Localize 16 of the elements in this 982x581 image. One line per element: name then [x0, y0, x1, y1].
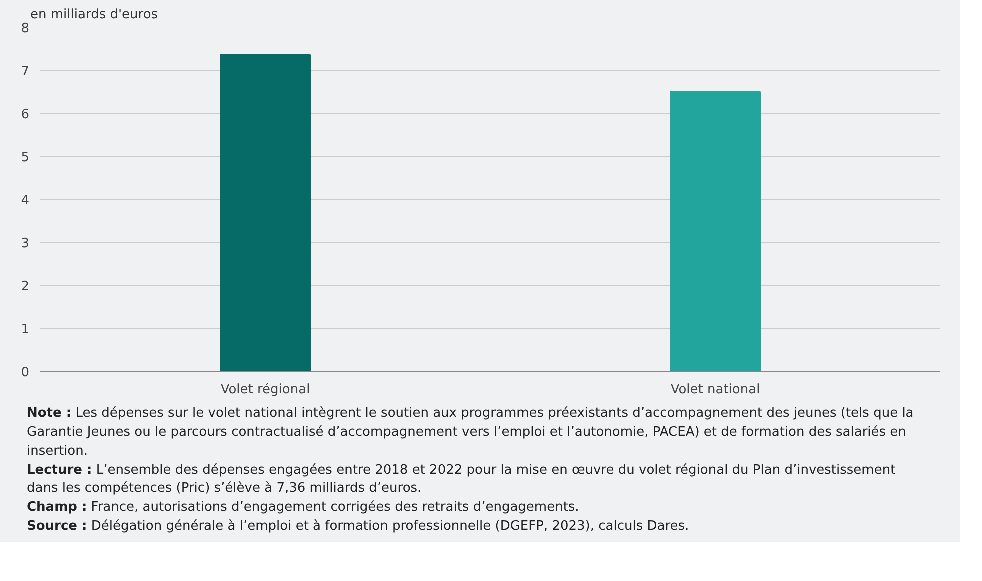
text: Note : Les dépenses sur le volet national intègrent le soutien aux programmes préexistants d’accompagnement des jeunes (tels que la Garantie Jeunes ou le parcours contractualisé d’accompagnement vers l’emploi et l’autonomie, PACEA) et de formation des salariés en insertion.: [27, 406, 914, 459]
y-tick-label: 8: [21, 22, 30, 36]
source-note: Source : Délégation générale à l’emploi et à formation professionnelle (DGEFP, 2023), calculs Dares.: [27, 519, 690, 534]
y-tick-label: 3: [21, 236, 30, 252]
y-tick-label: 2: [21, 280, 30, 294]
y-tick-label: 7: [21, 64, 30, 80]
y-tick-label: 4: [21, 194, 30, 208]
y-axis-title: en milliards d'euros: [30, 8, 158, 22]
x-tick-label: Volet national: [670, 382, 760, 398]
y-tick-label: 5: [21, 150, 30, 166]
y-tick-label: 0: [21, 366, 30, 380]
y-tick-label: 6: [21, 108, 30, 122]
text: Champ : France, autorisations d’engagement corrigées des retraits d’engagements.: [27, 500, 580, 516]
x-tick-label: Volet régional: [220, 382, 310, 398]
text: Lecture : L’ensemble des dépenses engagées entre 2018 et 2022 pour la mise en œuvre du volet régional du Plan d’investissement dans les compétences (Pric) s’élève à 7,36 milliards d’euros.: [27, 462, 896, 496]
y-tick-label: 1: [21, 322, 30, 338]
